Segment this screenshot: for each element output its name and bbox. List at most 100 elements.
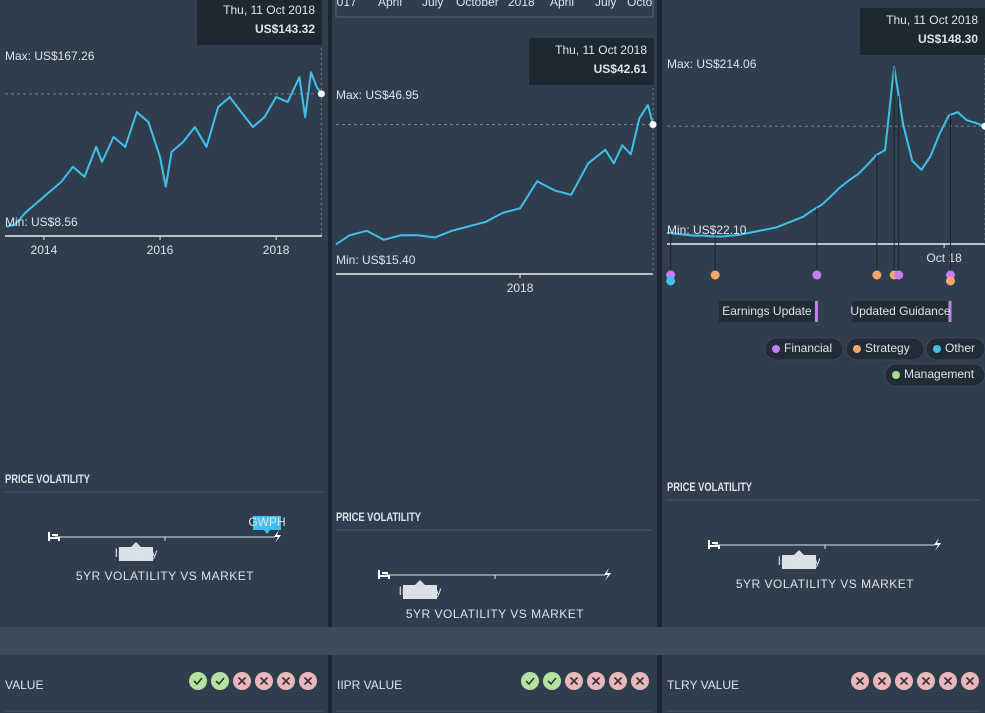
navigator-label: October [456, 0, 499, 9]
event-label-bar [814, 301, 818, 322]
industry-label: Industry [778, 554, 821, 568]
legend-pill [764, 337, 844, 361]
max-label: Max: US$214.06 [667, 57, 757, 71]
event-dot [894, 270, 904, 280]
event-label: Updated Guidance [850, 304, 950, 318]
value-title: VALUE [5, 678, 43, 692]
bolt-icon [604, 568, 611, 581]
check-icon [281, 676, 291, 686]
check-icon [525, 677, 535, 686]
price-line [335, 104, 654, 246]
tag-marker [253, 516, 281, 534]
check-icon [547, 677, 557, 686]
navigator-label: 2018 [508, 0, 535, 9]
check-icon [569, 676, 579, 686]
legend-label: Management [904, 367, 975, 381]
navigator [335, 0, 654, 18]
tooltip [860, 8, 985, 55]
check-icon [591, 676, 601, 686]
tooltip [529, 38, 654, 85]
value-title: IIPR VALUE [337, 678, 402, 692]
bed-icon [378, 570, 390, 579]
volatility-caption: 5YR VOLATILITY VS MARKET [736, 577, 914, 591]
event-dot [710, 270, 720, 280]
check-pass [189, 672, 207, 690]
tooltip [197, 0, 322, 45]
check-icon [303, 676, 313, 686]
navigator-label: October [627, 0, 670, 9]
value-title: TLRY VALUE [667, 678, 739, 692]
legend-dot [853, 345, 861, 353]
tooltip-price: US$148.30 [918, 32, 978, 46]
check-icon [855, 676, 865, 686]
min-label: Min: US$22.10 [667, 223, 747, 237]
cursor-dot [981, 122, 985, 130]
volatility-caption: 5YR VOLATILITY VS MARKET [76, 569, 254, 583]
legend-pill [925, 337, 985, 361]
legend-dot [772, 345, 780, 353]
price-line [5, 71, 323, 228]
legend-pill [845, 337, 925, 361]
navigator-label: April [378, 0, 402, 9]
check-icon [193, 677, 203, 686]
industry-label: Industry [115, 546, 158, 560]
event-dot [812, 270, 822, 280]
legend-label: Other [945, 341, 975, 355]
navigator-label: April [550, 0, 574, 9]
check-icon [259, 676, 269, 686]
event-dot [945, 276, 955, 286]
band [0, 627, 985, 655]
tooltip-date: Thu, 11 Oct 2018 [555, 43, 647, 57]
check-icon [613, 676, 623, 686]
navigator-label: July [595, 0, 616, 9]
check-icon [877, 676, 887, 686]
max-label: Max: US$46.95 [336, 88, 419, 102]
divider [657, 655, 662, 713]
bed-icon [48, 532, 60, 541]
event-label-box [852, 301, 951, 322]
legend-pill [884, 363, 985, 387]
event-dot [872, 270, 882, 280]
price-line [666, 66, 985, 238]
tooltip-date: Thu, 11 Oct 2018 [886, 13, 978, 27]
x-tick-label: Oct 18 [926, 251, 962, 265]
tooltip-date: Thu, 11 Oct 2018 [223, 3, 315, 17]
bolt-icon [274, 530, 281, 543]
check-icon [965, 676, 975, 686]
check-pass [211, 672, 229, 690]
event-dot [666, 276, 676, 286]
navigator-labels: 2017 April July October 2018 April July October [330, 0, 670, 9]
check-icon [921, 676, 931, 686]
divider [657, 0, 662, 627]
divider [328, 0, 332, 627]
industry-marker [403, 580, 437, 599]
check-pass [543, 672, 561, 690]
check-icon [237, 676, 247, 686]
industry-marker [782, 550, 816, 569]
x-tick-label: 2018 [263, 243, 290, 257]
legend-dot [933, 345, 941, 353]
tag-label: GWPH [248, 515, 285, 529]
tooltip-price: US$143.32 [255, 22, 315, 36]
min-label: Min: US$15.40 [336, 253, 416, 267]
section-title: PRICE VOLATILITY [336, 511, 421, 524]
check-icon [899, 676, 909, 686]
section-title: PRICE VOLATILITY [667, 481, 752, 494]
legend-dot [892, 371, 900, 379]
section-title: PRICE VOLATILITY [5, 473, 90, 486]
event-label-box [718, 301, 817, 322]
check-icon [943, 676, 953, 686]
legend-label: Financial [784, 341, 832, 355]
bolt-icon [934, 538, 941, 551]
industry-label: Industry [399, 584, 442, 598]
volatility-caption: 5YR VOLATILITY VS MARKET [406, 607, 584, 621]
x-tick-label: 2016 [147, 243, 174, 257]
cursor-dot [317, 90, 325, 98]
navigator-label: July [422, 0, 443, 9]
tooltip-price: US$42.61 [594, 62, 648, 76]
event-label: Earnings Update [722, 304, 812, 318]
industry-marker [119, 542, 153, 561]
navigator-label: 2017 [330, 0, 357, 9]
check-pass [521, 672, 539, 690]
